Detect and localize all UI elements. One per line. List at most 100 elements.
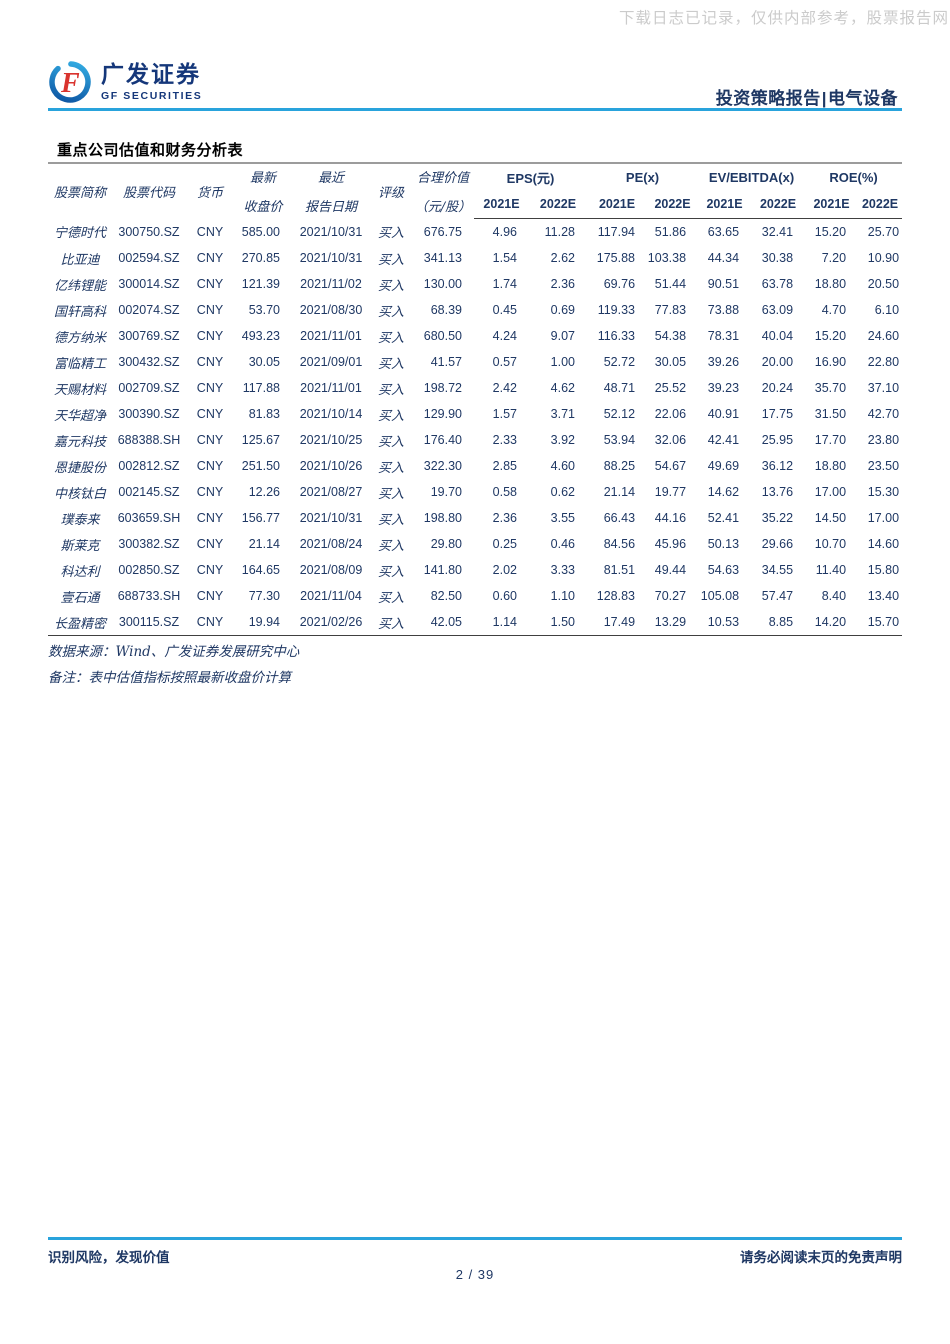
roe-2021-cell: 7.20 <box>821 251 847 265</box>
pe-2022-cell: 77.83 <box>654 303 687 317</box>
close-price-cell: 117.88 <box>242 381 280 395</box>
pe-2022-cell: 45.96 <box>654 537 687 551</box>
ev-2021-cell: 39.26 <box>707 355 740 369</box>
report-date-cell: 2021/11/04 <box>300 589 362 603</box>
roe-2022-cell: 20.50 <box>867 277 900 291</box>
report-date-cell: 2021/10/31 <box>299 251 363 265</box>
year-header-pe-2022: 2022E <box>647 190 699 219</box>
fair-value-cell: 198.80 <box>423 511 462 525</box>
close-price-cell: 12.26 <box>248 485 280 499</box>
currency-cell: CNY <box>196 303 224 317</box>
pe-2021-cell: 21.14 <box>603 485 636 499</box>
eps-2021-cell: 1.57 <box>492 407 517 421</box>
table-row: 德方纳米 300769.SZ CNY 493.23 2021/11/01 买入 … <box>48 323 902 349</box>
col-header-currency: 货币 <box>196 185 223 201</box>
fair-value-cell: 341.13 <box>423 251 462 265</box>
ev-2021-cell: 40.91 <box>707 407 740 421</box>
pe-2021-cell: 175.88 <box>596 251 636 265</box>
eps-2021-cell: 0.25 <box>492 537 517 551</box>
rating-cell: 买入 <box>377 356 404 372</box>
pe-2021-cell: 69.76 <box>603 277 636 291</box>
roe-2021-cell: 10.70 <box>814 537 847 551</box>
report-date-cell: 2021/10/25 <box>299 433 363 447</box>
roe-2021-cell: 18.80 <box>814 459 847 473</box>
table-row: 亿纬锂能 300014.SZ CNY 121.39 2021/11/02 买入 … <box>48 271 902 297</box>
rating-cell: 买入 <box>377 408 404 424</box>
pe-2021-cell: 84.56 <box>603 537 636 551</box>
eps-2021-cell: 2.02 <box>492 563 517 577</box>
col-header-fair-value-line2: （元/股） <box>414 200 472 216</box>
ev-2022-cell: 35.22 <box>761 511 794 525</box>
fair-value-cell: 82.50 <box>430 589 462 603</box>
roe-2022-cell: 37.10 <box>867 381 900 395</box>
eps-2021-cell: 2.85 <box>492 459 517 473</box>
pe-2022-cell: 103.38 <box>647 251 687 265</box>
currency-cell: CNY <box>196 459 224 473</box>
pe-2021-cell: 53.94 <box>603 433 636 447</box>
stock-code-cell: 300390.SZ <box>118 407 180 421</box>
eps-2022-cell: 4.62 <box>550 381 576 395</box>
data-source-note: 数据来源：Wind、广发证券发展研究中心 <box>48 644 300 660</box>
year-header-eps-2021: 2021E <box>474 190 529 219</box>
eps-2022-cell: 2.36 <box>550 277 576 291</box>
rating-cell: 买入 <box>377 538 404 554</box>
pe-2022-cell: 13.29 <box>654 615 687 629</box>
table-row: 嘉元科技 688388.SH CNY 125.67 2021/10/25 买入 … <box>48 427 902 453</box>
col-header-fair-value: 合理价值 （元/股） <box>412 163 474 219</box>
currency-cell: CNY <box>196 485 224 499</box>
pe-2021-cell: 52.12 <box>603 407 636 421</box>
report-date-cell: 2021/10/26 <box>299 459 363 473</box>
stock-name-cell: 比亚迪 <box>60 252 100 268</box>
col-header-stock-name: 股票简称 <box>53 185 106 201</box>
close-price-cell: 53.70 <box>248 303 280 317</box>
col-header-latest-close-line1: 最新 <box>249 171 276 187</box>
pe-2022-cell: 70.27 <box>654 589 687 603</box>
pe-2022-cell: 44.16 <box>654 511 687 525</box>
header-row-years: 2021E 2022E 2021E 2022E 2021E 2022E 2021… <box>48 190 903 219</box>
fair-value-cell: 41.57 <box>430 355 462 369</box>
pe-2022-cell: 54.38 <box>654 329 687 343</box>
eps-2021-cell: 4.96 <box>492 225 517 239</box>
remark-note: 备注：表中估值指标按照最新收盘价计算 <box>48 670 291 686</box>
stock-code-cell: 603659.SH <box>117 511 181 525</box>
ev-2022-cell: 36.12 <box>761 459 794 473</box>
stock-code-cell: 300014.SZ <box>118 277 180 291</box>
rating-cell: 买入 <box>377 512 404 528</box>
table-row: 中核钛白 002145.SZ CNY 12.26 2021/08/27 买入 1… <box>48 479 902 505</box>
rating-cell: 买入 <box>377 486 404 502</box>
pe-2021-cell: 88.25 <box>603 459 636 473</box>
footer-disclaimer: 请务必阅读末页的免责声明 <box>740 1250 902 1265</box>
valuation-table: 股票简称 股票代码 货币 最新 收盘价 最近 报告日期 评级 <box>48 162 903 636</box>
ev-2022-cell: 63.09 <box>761 303 794 317</box>
roe-2022-cell: 10.90 <box>867 251 900 265</box>
stock-name-cell: 天赐材料 <box>53 382 106 398</box>
ev-2021-cell: 73.88 <box>707 303 740 317</box>
ev-2021-cell: 63.65 <box>707 225 740 239</box>
table-row: 天华超净 300390.SZ CNY 81.83 2021/10/14 买入 1… <box>48 401 902 427</box>
roe-2021-cell: 35.70 <box>814 381 847 395</box>
ev-2021-cell: 52.41 <box>707 511 740 525</box>
close-price-cell: 30.05 <box>248 355 280 369</box>
stock-name-cell: 壹石通 <box>60 590 100 606</box>
col-header-latest-close-line2: 收盘价 <box>243 200 283 216</box>
col-header-rating: 评级 <box>377 185 404 201</box>
brand-name-en: GF SECURITIES <box>101 89 203 102</box>
eps-2022-cell: 3.55 <box>550 511 576 525</box>
header-rule <box>48 108 902 111</box>
page-number: 2 / 39 <box>455 1267 495 1282</box>
ev-2022-cell: 57.47 <box>761 589 794 603</box>
rating-cell: 买入 <box>377 382 404 398</box>
currency-cell: CNY <box>196 407 224 421</box>
rating-cell: 买入 <box>377 226 404 242</box>
close-price-cell: 251.50 <box>241 459 280 473</box>
report-date-cell: 2021/11/01 <box>300 329 362 343</box>
eps-2022-cell: 0.69 <box>550 303 576 317</box>
ev-2022-cell: 17.75 <box>761 407 794 421</box>
eps-2021-cell: 4.24 <box>492 329 517 343</box>
roe-2022-cell: 6.10 <box>874 303 900 317</box>
stock-name-cell: 亿纬锂能 <box>53 278 106 294</box>
pe-2021-cell: 116.33 <box>597 329 636 343</box>
report-date-cell: 2021/08/27 <box>299 485 363 499</box>
pe-2022-cell: 19.77 <box>654 485 687 499</box>
eps-2021-cell: 0.45 <box>492 303 517 317</box>
